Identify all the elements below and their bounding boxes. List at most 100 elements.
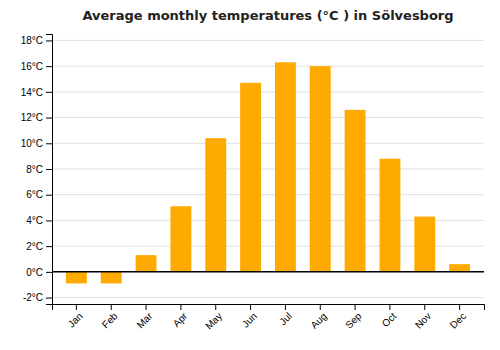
y-tick-mark bbox=[46, 92, 52, 93]
bar bbox=[414, 217, 435, 272]
y-tick-label: 4°C bbox=[26, 215, 43, 226]
y-tick: 4°C bbox=[26, 215, 52, 226]
bar bbox=[449, 264, 470, 272]
y-tick-mark bbox=[46, 169, 52, 170]
y-tick-label: -2°C bbox=[23, 292, 43, 303]
x-tick-label: Jul bbox=[277, 310, 294, 327]
x-tick-label: Dec bbox=[448, 310, 468, 330]
y-tick-mark bbox=[46, 220, 52, 221]
x-tick-label: Aug bbox=[308, 310, 328, 330]
x-tick-mark bbox=[459, 304, 460, 310]
bars bbox=[52, 62, 484, 283]
bar bbox=[136, 255, 157, 272]
grid-line bbox=[52, 169, 484, 170]
chart: -2°C 0°C 2°C 4°C 6°C 8°C 10°C 12°C 14°C 16°C 18°C J… bbox=[0, 0, 500, 350]
x-tick: Nov bbox=[413, 304, 433, 331]
y-tick: 16°C bbox=[21, 61, 52, 72]
y-tick-label: 10°C bbox=[21, 138, 43, 149]
x-tick-label: Feb bbox=[100, 310, 120, 330]
x-tick-mark bbox=[320, 304, 321, 310]
grid-line bbox=[52, 271, 484, 272]
plot: -2°C 0°C 2°C 4°C 6°C 8°C 10°C 12°C 14°C 16°C 18°C J… bbox=[21, 35, 485, 332]
bar bbox=[379, 159, 400, 272]
x-tick: Aug bbox=[308, 304, 328, 331]
y-tick: 8°C bbox=[26, 164, 52, 175]
y-tick-label: 6°C bbox=[26, 189, 43, 200]
y-axis: -2°C 0°C 2°C 4°C 6°C 8°C 10°C 12°C 14°C 16°C 18°C bbox=[21, 35, 53, 305]
grid-line bbox=[52, 40, 484, 41]
y-tick-label: 18°C bbox=[21, 35, 43, 46]
y-tick-label: 0°C bbox=[26, 267, 43, 278]
x-tick: Jun bbox=[240, 304, 259, 330]
y-tick: -2°C bbox=[23, 292, 52, 303]
bar bbox=[101, 272, 122, 284]
title: Average monthly temperatures (°C ) in Sö… bbox=[82, 8, 453, 23]
x-tick-mark bbox=[180, 304, 181, 310]
bar bbox=[66, 272, 87, 284]
y-tick: 0°C bbox=[26, 267, 52, 278]
y-tick-label: 14°C bbox=[21, 87, 43, 98]
y-tick-mark bbox=[46, 298, 52, 299]
x-tick-label: Sep bbox=[343, 310, 364, 331]
x-axis-line bbox=[53, 305, 485, 311]
bar bbox=[345, 110, 366, 272]
y-tick: 6°C bbox=[26, 189, 52, 200]
x-tick-mark bbox=[146, 304, 147, 310]
x-tick: Sep bbox=[343, 304, 364, 331]
x-tick: Feb bbox=[100, 304, 120, 330]
x-tick: May bbox=[203, 304, 224, 332]
x-tick-label: Oct bbox=[380, 310, 399, 329]
x-tick: Jan bbox=[66, 304, 85, 330]
grid-line bbox=[52, 91, 484, 92]
grid-line bbox=[52, 117, 484, 118]
grid bbox=[52, 40, 484, 297]
y-tick-mark bbox=[46, 143, 52, 144]
x-tick: Jul bbox=[277, 304, 294, 327]
y-tick-label: 12°C bbox=[21, 112, 43, 123]
x-axis: Jan Feb Mar Apr May Jun Jul Aug Sep Oct Nov Dec bbox=[53, 304, 485, 332]
x-tick-mark bbox=[250, 304, 251, 310]
x-tick-label: Mar bbox=[135, 310, 155, 330]
x-tick-label: Jun bbox=[240, 310, 259, 329]
grid-line bbox=[52, 66, 484, 67]
y-tick: 14°C bbox=[21, 87, 52, 98]
y-tick: 18°C bbox=[21, 35, 52, 46]
x-tick-label: Apr bbox=[171, 310, 190, 329]
y-axis-line bbox=[46, 35, 53, 305]
x-tick: Apr bbox=[171, 304, 190, 329]
y-tick-mark bbox=[46, 118, 52, 119]
bar bbox=[310, 66, 331, 272]
y-tick: 12°C bbox=[21, 112, 52, 123]
x-tick-label: Jan bbox=[66, 310, 85, 329]
x-tick-mark bbox=[111, 304, 112, 310]
x-tick-mark bbox=[389, 304, 390, 310]
y-tick-label: 2°C bbox=[26, 241, 43, 252]
bar bbox=[205, 138, 226, 272]
x-tick-mark bbox=[285, 304, 286, 310]
bar bbox=[170, 206, 191, 272]
grid-line bbox=[52, 143, 484, 144]
y-tick-mark bbox=[46, 40, 52, 41]
y-tick-mark bbox=[46, 195, 52, 196]
bar bbox=[240, 83, 261, 272]
x-tick: Oct bbox=[380, 304, 399, 329]
x-tick-label: Nov bbox=[413, 310, 433, 330]
grid-line bbox=[52, 194, 484, 195]
x-tick: Dec bbox=[448, 304, 468, 331]
grid-line bbox=[52, 297, 484, 298]
x-tick-label: May bbox=[203, 310, 224, 331]
y-tick-label: 16°C bbox=[21, 61, 43, 72]
y-tick-mark bbox=[46, 246, 52, 247]
bar bbox=[275, 62, 296, 272]
zero-line bbox=[52, 271, 484, 273]
x-tick-mark bbox=[76, 304, 77, 310]
x-tick: Mar bbox=[135, 304, 155, 330]
x-tick-mark bbox=[424, 304, 425, 310]
y-tick-mark bbox=[46, 272, 52, 273]
y-tick-mark bbox=[46, 66, 52, 67]
x-tick-mark bbox=[355, 304, 356, 310]
y-tick: 10°C bbox=[21, 138, 52, 149]
x-tick-mark bbox=[215, 304, 216, 310]
y-tick: 2°C bbox=[26, 241, 52, 252]
y-tick-label: 8°C bbox=[26, 164, 43, 175]
